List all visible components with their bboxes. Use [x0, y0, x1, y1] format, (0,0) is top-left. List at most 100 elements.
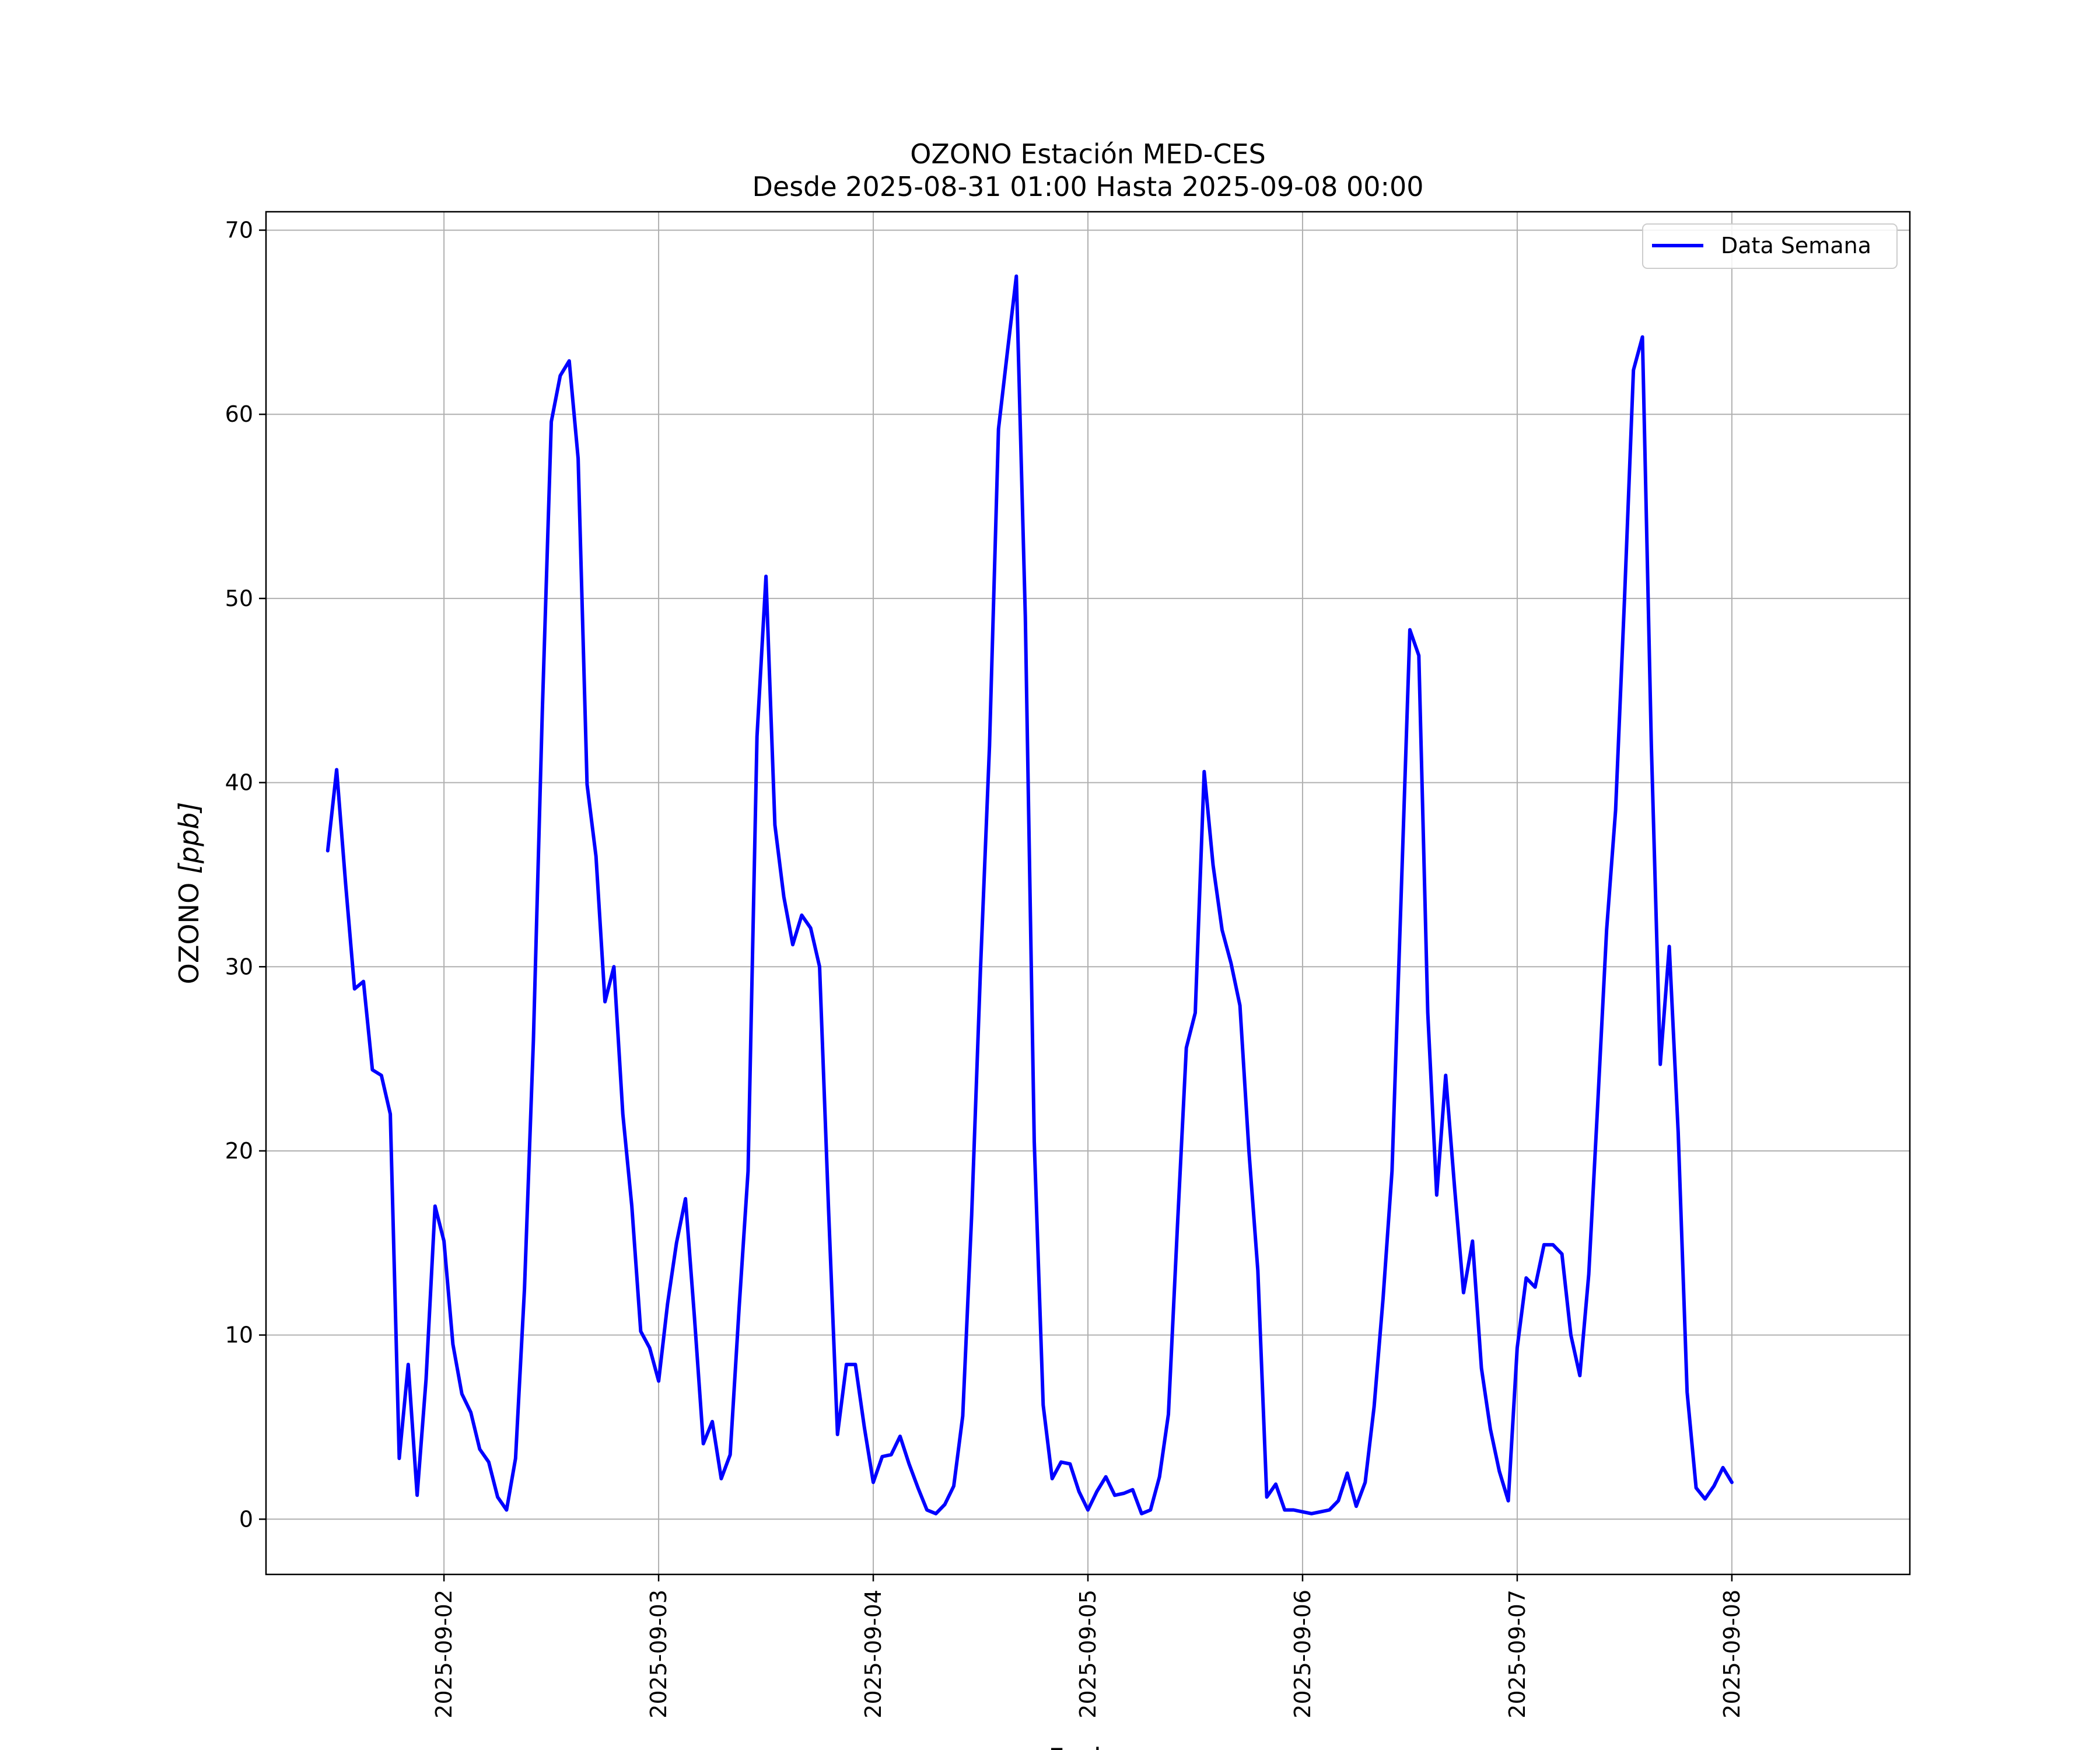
legend-label-data-semana: Data Semana	[1721, 233, 1871, 258]
data-point	[1382, 1297, 1385, 1300]
series-line-data-semana	[326, 274, 1734, 1516]
data-point	[1140, 1512, 1143, 1515]
data-point	[729, 1453, 732, 1456]
data-point	[1391, 1170, 1394, 1172]
data-point	[1453, 1186, 1456, 1189]
x-tick-label: 2025-09-07	[1504, 1590, 1530, 1718]
data-point	[1319, 1510, 1322, 1513]
data-point	[416, 1494, 419, 1497]
data-point	[1444, 1074, 1447, 1077]
data-point	[1346, 1472, 1349, 1475]
data-point	[407, 1363, 410, 1366]
y-axis-label-text: OZONO	[173, 874, 205, 984]
data-point	[1077, 1490, 1080, 1493]
data-point	[1042, 1404, 1045, 1406]
data-point	[612, 965, 615, 968]
data-point	[1203, 770, 1206, 773]
data-point	[935, 1512, 937, 1515]
data-point	[353, 988, 356, 991]
legend: Data Semana	[1642, 223, 1898, 269]
data-point	[1605, 929, 1608, 932]
data-point	[604, 1000, 607, 1003]
data-point	[1212, 864, 1214, 867]
data-point	[1596, 1104, 1599, 1107]
data-point	[1167, 1413, 1170, 1416]
data-point	[881, 1455, 884, 1458]
data-point	[675, 1241, 678, 1244]
data-point	[1292, 1508, 1295, 1511]
data-point	[1418, 654, 1420, 657]
data-point	[979, 965, 982, 968]
data-point	[720, 1477, 723, 1480]
data-point	[532, 1039, 535, 1042]
data-point	[872, 1481, 875, 1484]
data-point	[1489, 1427, 1492, 1430]
data-point	[1122, 1492, 1125, 1495]
data-point	[1659, 1063, 1662, 1066]
data-point	[792, 943, 794, 946]
data-point	[747, 1170, 750, 1172]
y-axis-label: OZONO [ppb]	[173, 802, 205, 985]
data-point	[818, 965, 821, 968]
data-point	[1087, 1508, 1090, 1511]
data-point	[514, 1457, 517, 1460]
data-point	[1006, 350, 1009, 353]
data-point	[1373, 1405, 1376, 1408]
data-point	[1632, 369, 1635, 372]
data-point	[1534, 1286, 1536, 1289]
data-point	[1641, 335, 1644, 338]
data-point	[809, 927, 812, 930]
data-point	[389, 1112, 392, 1115]
data-point	[738, 1306, 741, 1309]
data-point	[470, 1411, 473, 1414]
data-point	[577, 457, 580, 460]
data-point	[460, 1392, 463, 1395]
data-point	[1256, 1269, 1259, 1272]
data-point	[961, 1415, 964, 1418]
data-point	[854, 1363, 857, 1366]
data-point	[782, 895, 785, 898]
data-point	[890, 1453, 892, 1456]
chart-subtitle: Desde 2025-08-31 01:00 Hasta 2025-09-08 …	[752, 171, 1423, 202]
data-point	[1721, 1466, 1724, 1469]
data-point	[1525, 1276, 1528, 1279]
y-tick-label: 40	[225, 770, 253, 796]
data-point	[1248, 1149, 1251, 1152]
data-point	[1364, 1481, 1367, 1484]
data-point	[1238, 1004, 1241, 1007]
data-point	[1328, 1508, 1331, 1511]
data-point	[1060, 1461, 1063, 1464]
data-point	[452, 1343, 454, 1346]
data-point	[1069, 1462, 1072, 1465]
data-point	[765, 575, 768, 578]
grid-lines	[266, 212, 1910, 1574]
data-point	[1176, 1227, 1179, 1230]
data-point	[684, 1198, 687, 1200]
data-point	[970, 1214, 973, 1217]
data-point	[1713, 1485, 1716, 1488]
data-point	[1516, 1346, 1518, 1349]
data-point	[1703, 1497, 1706, 1500]
y-tick-label: 10	[225, 1322, 253, 1348]
x-tick-label: 2025-09-06	[1290, 1590, 1315, 1718]
data-point	[1158, 1475, 1161, 1478]
data-point	[1578, 1374, 1581, 1377]
data-point	[1507, 1499, 1510, 1502]
data-point	[1462, 1292, 1465, 1294]
data-point	[1355, 1505, 1358, 1508]
data-point	[496, 1496, 499, 1499]
data-point	[1221, 929, 1224, 932]
x-axis-ticks: 2025-09-02 2025-09-03 2025-09-04 2025-09-05…	[431, 1574, 1745, 1718]
data-point	[380, 1074, 383, 1077]
data-point	[1114, 1494, 1116, 1497]
data-point	[1096, 1490, 1098, 1493]
data-point	[478, 1448, 481, 1451]
x-tick-label: 2025-09-02	[431, 1590, 457, 1718]
data-point	[1471, 1240, 1474, 1242]
data-point	[568, 359, 570, 362]
data-point	[1569, 1334, 1572, 1336]
data-point	[711, 1420, 714, 1423]
data-point	[541, 708, 544, 710]
data-point	[702, 1442, 705, 1445]
data-point	[586, 783, 589, 786]
